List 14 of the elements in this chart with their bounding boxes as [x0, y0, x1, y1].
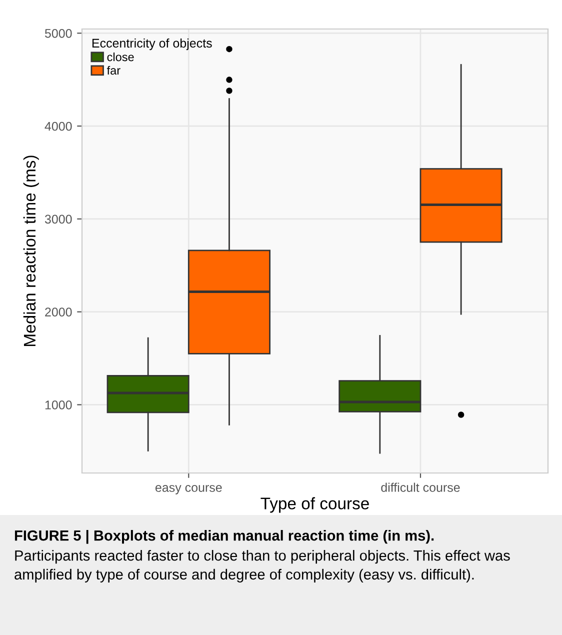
legend-title: Eccentricity of objects [92, 38, 212, 50]
y-tick-label: 3000 [44, 214, 72, 224]
text: FIGURE 5 | Boxplots of median manual reaction time (in ms). [14, 530, 434, 544]
legend-label: close [107, 52, 134, 62]
y-tick-label: 2000 [45, 308, 72, 316]
y-tick-label: 1000 [45, 400, 72, 410]
text: Participants reacted faster to close than to peripheral objects. This effect was amplified by type of course and degree of complexity (easy vs. difficult). [14, 550, 510, 582]
x-axis-title: Type of course [260, 497, 369, 513]
y-axis-title: Median reaction time (ms) [23, 156, 39, 346]
y-tick-label: 4000 [44, 122, 72, 131]
legend-label: far [106, 66, 120, 75]
y-tick-label: 5000 [44, 28, 72, 38]
x-tick-label: easy course [155, 485, 222, 494]
x-tick-label: difficult course [381, 482, 460, 492]
